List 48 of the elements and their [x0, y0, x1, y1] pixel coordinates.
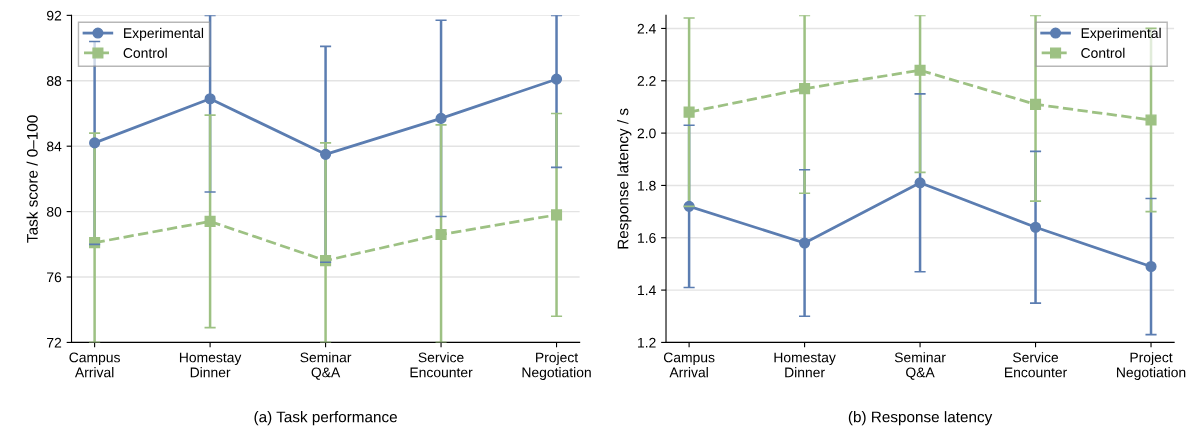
y-tick-label: 88: [46, 76, 62, 86]
y-tick-label: 76: [47, 272, 62, 283]
y-tick-label: 1.8: [638, 180, 656, 191]
x-tick-label: Campus Arrival: [69, 352, 120, 378]
point: [320, 148, 332, 160]
legend-label: Control: [123, 47, 167, 58]
y-tick-label: 1.2: [638, 337, 656, 348]
y-tick-label: 84: [46, 141, 62, 152]
point: [550, 73, 563, 85]
text: (b) Response latency: [848, 411, 993, 426]
legend-label: Experimental: [124, 27, 204, 41]
point: [435, 228, 447, 241]
point: [1145, 260, 1157, 273]
point: [799, 83, 811, 95]
x-tick-label: Seminar Q&A: [300, 352, 352, 380]
point: [435, 112, 447, 124]
point: [204, 215, 216, 227]
legend-label: Experimental: [1081, 27, 1161, 41]
y-tick-label: 2.2: [637, 76, 656, 86]
y-tick-label: 2.4: [637, 23, 656, 34]
point: [89, 137, 101, 149]
y-axis-title: Response latency / s: [617, 108, 632, 249]
x-tick-label: Service Encounter: [1005, 352, 1067, 378]
x-tick-label: Service Encounter: [410, 352, 473, 378]
x-tick-label: Campus Arrival: [663, 352, 715, 378]
point: [799, 237, 811, 249]
point: [914, 177, 926, 189]
y-tick-label: 80: [46, 206, 62, 217]
y-tick-label: 2.0: [637, 128, 656, 139]
x-tick-label: Homestay Dinner: [179, 352, 242, 378]
point: [683, 106, 695, 118]
y-tick-label: 1.4: [638, 285, 656, 296]
point: [550, 209, 563, 221]
y-tick-label: 72: [47, 337, 62, 348]
y-tick-label: 92: [47, 10, 62, 21]
legend-label: Control: [1081, 47, 1125, 58]
text: (a) Task performance: [254, 411, 397, 426]
point: [1145, 114, 1157, 126]
x-tick-label: Homestay Dinner: [774, 352, 836, 378]
y-axis-title: Task score / 0–100: [26, 115, 38, 243]
x-tick-label: Seminar Q&A: [894, 352, 946, 380]
x-tick-label: Project Negotiation: [1117, 352, 1186, 381]
point: [204, 93, 216, 105]
y-tick-label: 1.6: [638, 233, 656, 243]
point: [914, 64, 926, 76]
point: [1029, 98, 1042, 110]
point: [1029, 221, 1042, 233]
x-tick-label: Project Negotiation: [522, 352, 591, 381]
